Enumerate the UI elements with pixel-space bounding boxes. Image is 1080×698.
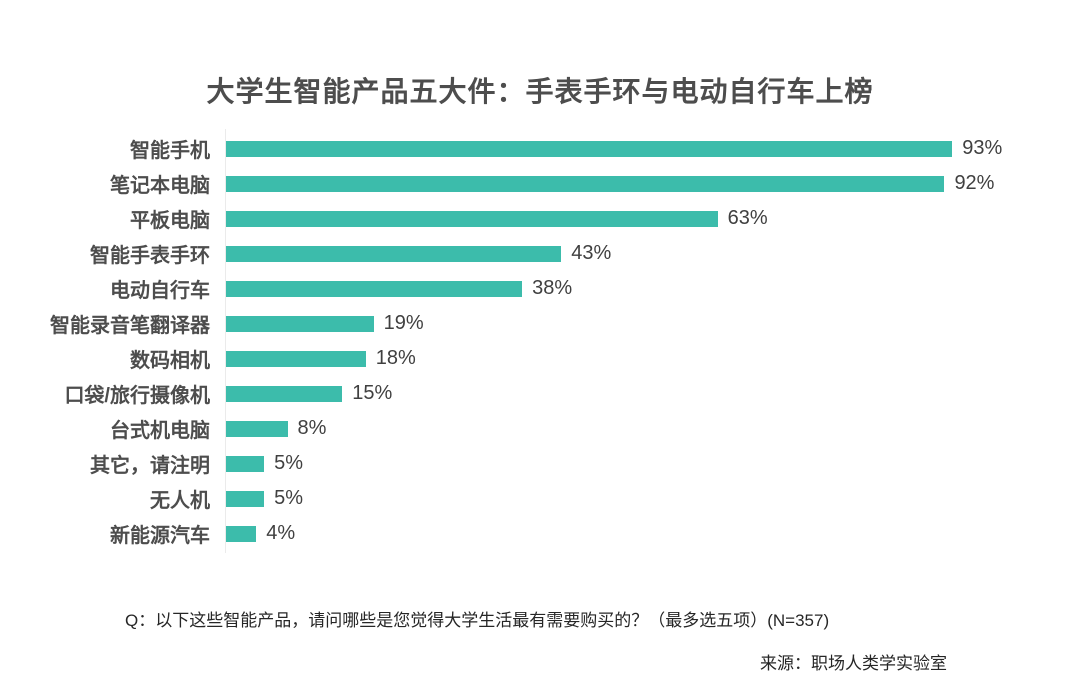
category-label: 数码相机 xyxy=(130,350,210,372)
category-label: 新能源汽车 xyxy=(110,525,210,547)
category-label: 其它，请注明 xyxy=(90,455,210,477)
category-label: 无人机 xyxy=(150,490,210,512)
chart-rows: 智能手机 93% 笔记本电脑 92% 平板电脑 63% 智能手表手环 43% 电动自行车 38% 智… xyxy=(0,131,1080,551)
bar xyxy=(225,525,257,542)
bar-chart: 智能手机 93% 笔记本电脑 92% 平板电脑 63% 智能手表手环 43% 电动自行车 38% 智… xyxy=(0,129,1080,553)
value-label: 38% xyxy=(532,277,573,299)
chart-row: 笔记本电脑 92% xyxy=(0,166,1080,201)
chart-row: 台式机电脑 8% xyxy=(0,411,1080,446)
category-label: 平板电脑 xyxy=(130,210,210,232)
chart-row: 智能录音笔翻译器 19% xyxy=(0,306,1080,341)
value-label: 5% xyxy=(274,452,303,474)
bar xyxy=(225,350,366,367)
bar-area: 63% xyxy=(225,207,768,230)
bar xyxy=(225,420,288,437)
source-note: 来源：职场人类学实验室 xyxy=(760,654,947,673)
category-label: 智能手表手环 xyxy=(90,245,210,267)
value-label: 92% xyxy=(954,172,995,194)
bar-area: 5% xyxy=(225,487,303,510)
bar-area: 8% xyxy=(225,417,326,440)
question-note: Q：以下这些智能产品，请问哪些是您觉得大学生活最有需要购买的？（最多选五项）(N… xyxy=(125,611,830,630)
bar-area: 4% xyxy=(225,522,295,545)
bar xyxy=(225,140,953,157)
bar-area: 5% xyxy=(225,452,303,475)
bar xyxy=(225,210,718,227)
bar xyxy=(225,280,523,297)
value-label: 18% xyxy=(375,347,416,369)
category-label: 台式机电脑 xyxy=(110,420,210,442)
bar-area: 15% xyxy=(225,382,392,405)
bar-area: 19% xyxy=(225,312,424,335)
category-label: 电动自行车 xyxy=(110,280,210,302)
chart-row: 智能手表手环 43% xyxy=(0,236,1080,271)
chart-row: 其它，请注明 5% xyxy=(0,446,1080,481)
bar xyxy=(225,175,945,192)
bar-area: 92% xyxy=(225,172,994,195)
value-label: 19% xyxy=(383,312,424,334)
bar-area: 93% xyxy=(225,137,1002,160)
chart-row: 数码相机 18% xyxy=(0,341,1080,376)
chart-row: 新能源汽车 4% xyxy=(0,516,1080,551)
category-label: 智能手机 xyxy=(130,140,210,162)
bar xyxy=(225,385,343,402)
category-label: 智能录音笔翻译器 xyxy=(50,315,210,337)
bar xyxy=(225,455,265,472)
value-label: 15% xyxy=(352,382,393,404)
chart-row: 智能手机 93% xyxy=(0,131,1080,166)
category-label: 笔记本电脑 xyxy=(110,175,210,197)
category-label: 口袋/旅行摄像机 xyxy=(64,385,210,407)
value-label: 4% xyxy=(266,522,296,544)
value-label: 63% xyxy=(727,207,768,229)
chart-title: 大学生智能产品五大件：手表手环与电动自行车上榜 xyxy=(206,76,874,107)
chart-row: 口袋/旅行摄像机 15% xyxy=(0,376,1080,411)
value-label: 43% xyxy=(571,242,612,264)
axis-baseline xyxy=(225,129,226,553)
bar xyxy=(225,315,374,332)
bar xyxy=(225,245,562,262)
value-label: 93% xyxy=(962,137,1003,159)
bar-area: 18% xyxy=(225,347,416,370)
chart-row: 电动自行车 38% xyxy=(0,271,1080,306)
value-label: 8% xyxy=(297,417,327,439)
bar-area: 38% xyxy=(225,277,572,300)
chart-row: 无人机 5% xyxy=(0,481,1080,516)
chart-row: 平板电脑 63% xyxy=(0,201,1080,236)
bar-area: 43% xyxy=(225,242,611,265)
bar xyxy=(225,490,265,507)
value-label: 5% xyxy=(274,487,303,509)
